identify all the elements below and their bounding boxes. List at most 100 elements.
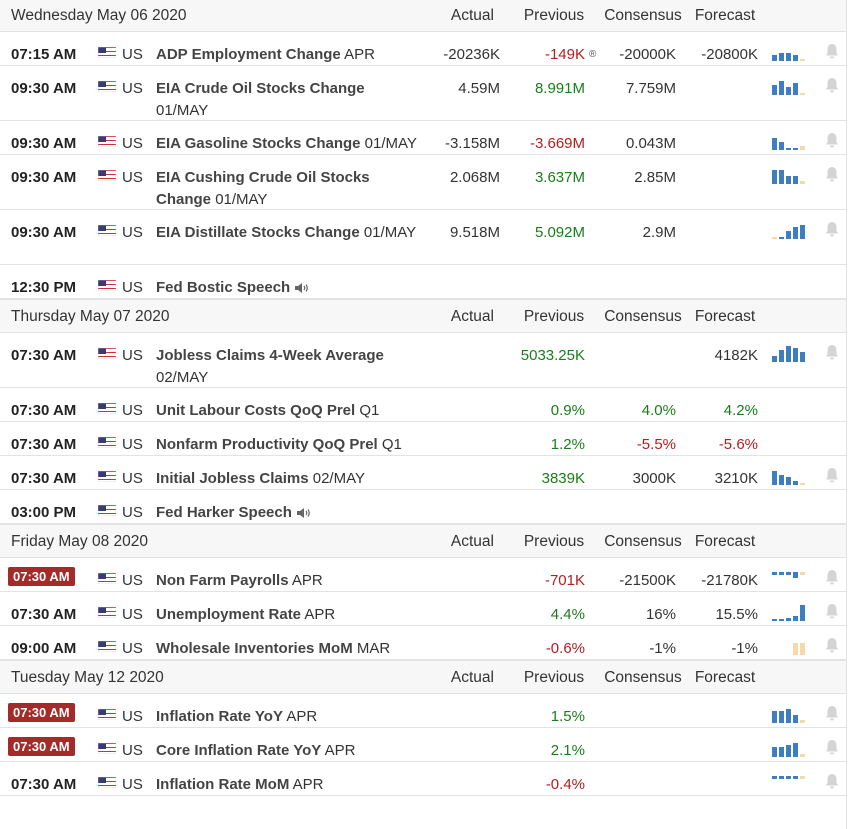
event-title[interactable]: Unemployment Rate (156, 606, 302, 623)
bell-icon[interactable] (824, 344, 840, 362)
event-row[interactable]: 12:30 PM US Fed Bostic Speech (0, 265, 846, 299)
event-title[interactable]: Inflation Rate YoY (156, 708, 283, 725)
chart-bar (779, 170, 784, 184)
mini-bar-chart-icon[interactable] (772, 78, 806, 95)
event-title[interactable]: EIA Crude Oil Stocks Change (156, 80, 365, 97)
event-row[interactable]: 09:30 AM US EIA Distillate Stocks Change 0… (0, 210, 846, 265)
event-row[interactable]: 07:30 AM US Unit Labour Costs QoQ Prel Q1 0… (0, 388, 846, 422)
chart-bar (793, 715, 798, 723)
us-flag-icon (98, 136, 116, 147)
mini-bar-chart-icon[interactable] (772, 706, 806, 723)
event-title[interactable]: Wholesale Inventories MoM (156, 640, 353, 657)
us-flag-icon (98, 641, 116, 652)
mini-bar-chart-icon[interactable] (772, 44, 806, 61)
event-row[interactable]: 07:30 AM US Jobless Claims 4-Week Average … (0, 333, 846, 388)
event-row[interactable]: 09:00 AM US Wholesale Inventories MoM MAR -… (0, 626, 846, 660)
event-row[interactable]: 09:30 AM US EIA Gasoline Stocks Change 01/… (0, 121, 846, 155)
event-row[interactable]: 07:30 AM US Inflation Rate YoY APR 1.5% (0, 694, 846, 728)
event-previous: -149K (544, 46, 585, 63)
bell-icon[interactable] (824, 467, 840, 485)
event-name[interactable]: Fed Bostic Speech (156, 277, 421, 299)
event-row[interactable]: 07:30 AM US Nonfarm Productivity QoQ Prel … (0, 422, 846, 456)
event-title[interactable]: EIA Gasoline Stocks Change (156, 135, 361, 152)
bell-icon[interactable] (824, 739, 840, 757)
mini-bar-chart-icon[interactable] (772, 774, 806, 791)
chart-bar (779, 711, 784, 723)
mini-bar-chart-icon[interactable] (772, 167, 806, 184)
us-flag-icon (98, 573, 116, 584)
event-row[interactable]: 09:30 AM US EIA Cushing Crude Oil Stocks C… (0, 155, 846, 210)
mini-bar-chart-icon[interactable] (772, 345, 806, 362)
bell-icon[interactable] (824, 603, 840, 621)
event-title[interactable]: Unit Labour Costs QoQ Prel (156, 402, 356, 419)
event-row[interactable]: 03:00 PM US Fed Harker Speech (0, 490, 846, 524)
bell-icon[interactable] (824, 773, 840, 791)
event-row[interactable]: 07:30 AM US Unemployment Rate APR 4.4% 16% 15… (0, 592, 846, 626)
bell-icon[interactable] (824, 132, 840, 150)
event-forecast: -1% (731, 640, 758, 657)
event-name[interactable]: Wholesale Inventories MoM MAR (156, 638, 421, 660)
chart-bar (786, 346, 791, 362)
chart-bar (793, 227, 798, 239)
event-title[interactable]: EIA Cushing Crude Oil Stocks Change (156, 169, 370, 208)
mini-bar-chart-icon[interactable] (772, 133, 806, 150)
event-row[interactable]: 07:30 AM US Initial Jobless Claims 02/MAY 3… (0, 456, 846, 490)
bell-icon[interactable] (824, 221, 840, 239)
event-title[interactable]: Core Inflation Rate YoY (156, 742, 322, 759)
event-previous: 3839K (541, 470, 585, 487)
mini-bar-chart-icon[interactable] (772, 740, 806, 757)
bell-icon[interactable] (824, 166, 840, 184)
mini-bar-chart-icon[interactable] (772, 638, 806, 655)
event-row[interactable]: 07:30 AM US Inflation Rate MoM APR -0.4% (0, 762, 846, 796)
event-previous: 4.4% (550, 606, 585, 623)
bell-icon[interactable] (824, 569, 840, 587)
event-title[interactable]: Initial Jobless Claims (156, 470, 309, 487)
event-title[interactable]: EIA Distillate Stocks Change (156, 224, 360, 241)
event-name[interactable]: Jobless Claims 4-Week Average 02/MAY (156, 345, 421, 389)
event-name[interactable]: Inflation Rate YoY APR (156, 706, 421, 728)
chart-bar (779, 142, 784, 150)
event-name[interactable]: Fed Harker Speech (156, 502, 421, 524)
event-title[interactable]: Inflation Rate MoM (156, 776, 290, 793)
event-title[interactable]: ADP Employment Change (156, 46, 341, 63)
event-country: US (122, 169, 143, 186)
event-time: 12:30 PM (11, 279, 77, 296)
event-title[interactable]: Nonfarm Productivity QoQ Prel (156, 436, 378, 453)
event-name[interactable]: EIA Gasoline Stocks Change 01/MAY (156, 133, 421, 155)
event-title[interactable]: Fed Harker Speech (156, 504, 292, 521)
event-title[interactable]: Fed Bostic Speech (156, 279, 291, 296)
mini-bar-chart-icon[interactable] (772, 222, 806, 239)
event-name[interactable]: Initial Jobless Claims 02/MAY (156, 468, 421, 490)
bell-icon[interactable] (824, 705, 840, 723)
mini-bar-chart-icon[interactable] (772, 468, 806, 485)
event-row[interactable]: 07:30 AM US Non Farm Payrolls APR -701K -215… (0, 558, 846, 592)
event-country: US (122, 470, 143, 487)
event-row[interactable]: 07:15 AM US ADP Employment Change APR -2023… (0, 32, 846, 66)
mini-bar-chart-icon[interactable] (772, 570, 806, 587)
event-row[interactable]: 09:30 AM US EIA Crude Oil Stocks Change 01… (0, 66, 846, 121)
bell-icon[interactable] (824, 637, 840, 655)
event-forecast: 3210K (714, 470, 758, 487)
event-name[interactable]: Nonfarm Productivity QoQ Prel Q1 (156, 434, 421, 456)
event-name[interactable]: EIA Cushing Crude Oil Stocks Change 01/M… (156, 167, 421, 211)
event-name[interactable]: Non Farm Payrolls APR (156, 570, 421, 592)
event-row[interactable]: 07:30 AM US Core Inflation Rate YoY APR 2.1… (0, 728, 846, 762)
event-consensus: 16% (645, 606, 676, 623)
mini-bar-chart-icon[interactable] (772, 604, 806, 621)
event-previous: -701K (544, 572, 585, 589)
event-name[interactable]: Inflation Rate MoM APR (156, 774, 421, 796)
event-name[interactable]: EIA Crude Oil Stocks Change 01/MAY (156, 78, 421, 122)
event-name[interactable]: Unit Labour Costs QoQ Prel Q1 (156, 400, 421, 422)
event-name[interactable]: Core Inflation Rate YoY APR (156, 740, 421, 762)
event-title[interactable]: Jobless Claims 4-Week Average (156, 347, 384, 364)
bell-icon[interactable] (824, 77, 840, 95)
column-header-previous: Previous (523, 7, 585, 24)
bell-icon[interactable] (824, 43, 840, 61)
event-title[interactable]: Non Farm Payrolls (156, 572, 289, 589)
chart-bar (800, 643, 805, 655)
event-name[interactable]: Unemployment Rate APR (156, 604, 421, 626)
event-forecast: 4182K (714, 347, 758, 364)
event-consensus: 0.043M (625, 135, 676, 152)
event-name[interactable]: EIA Distillate Stocks Change 01/MAY (156, 222, 421, 244)
event-name[interactable]: ADP Employment Change APR (156, 44, 421, 66)
